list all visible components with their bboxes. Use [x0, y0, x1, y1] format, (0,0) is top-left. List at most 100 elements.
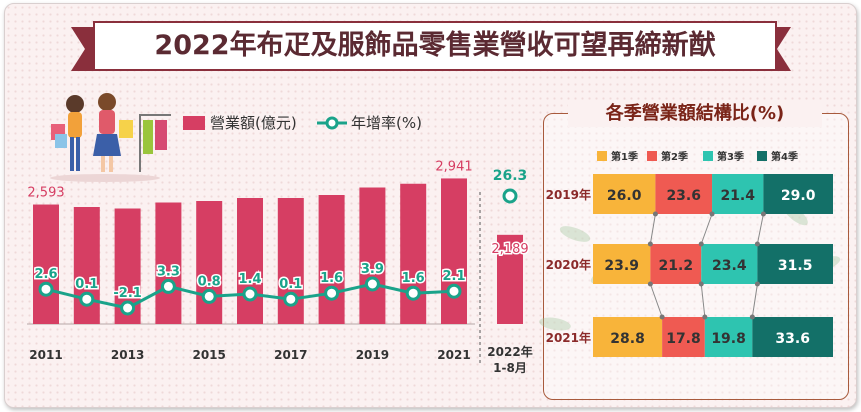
bar-value-label: 2,189 — [491, 242, 528, 257]
growth-point — [242, 286, 258, 302]
revenue-bar — [33, 204, 59, 324]
quarter-share-bar — [763, 174, 833, 214]
growth-point — [364, 276, 380, 292]
legend-bar-swatch — [183, 116, 205, 130]
revenue-bar — [196, 201, 223, 324]
quarter-share-bar — [593, 317, 663, 357]
legend-label: 第4季 — [771, 150, 799, 163]
left-legend-line: 年增率(%) — [317, 112, 422, 133]
legend-line-label: 年增率(%) — [351, 114, 422, 132]
growth-point — [502, 188, 518, 204]
connector-line — [649, 283, 663, 318]
quarter-share-label: 28.8 — [610, 331, 645, 347]
quarter-share-label: 26.0 — [607, 188, 642, 204]
legend-swatch — [597, 151, 607, 161]
growth-point — [324, 285, 340, 301]
connector-line — [756, 213, 764, 245]
revenue-bar — [318, 195, 345, 324]
connector-line — [700, 283, 706, 318]
growth-value-label: -2.1 — [113, 286, 141, 301]
quarter-share-bar — [704, 317, 753, 357]
quarter-share-bar — [593, 244, 651, 284]
row-category-label: 2020年 — [546, 257, 591, 272]
connector-dot — [754, 281, 760, 287]
leaf-shape — [539, 317, 571, 331]
quarter-share-label: 29.0 — [781, 188, 816, 204]
quarter-share-label: 31.5 — [778, 258, 813, 274]
connector-dot — [749, 314, 755, 320]
growth-point — [446, 283, 462, 299]
quarter-share-label: 17.8 — [666, 331, 701, 347]
shopping-women-illustration — [50, 93, 171, 182]
x-tick-label: 2017 — [274, 348, 307, 362]
quarter-share-label: 23.6 — [666, 188, 701, 204]
connector-dot — [652, 211, 658, 217]
x-tick-label: 2021 — [437, 348, 470, 362]
revenue-bar — [441, 178, 467, 324]
growth-value-label: 0.8 — [198, 274, 221, 289]
growth-point — [38, 281, 54, 297]
connector-dot — [709, 211, 715, 217]
legend-line-swatch — [317, 116, 347, 130]
quarter-share-bar — [752, 317, 833, 357]
quarter-share-label: 19.8 — [711, 331, 746, 347]
connector-dot — [647, 281, 653, 287]
growth-value-label: 0.1 — [279, 277, 302, 292]
legend-swatch — [757, 151, 767, 161]
quarter-share-label: 23.9 — [604, 258, 639, 274]
legend-label: 第1季 — [611, 150, 639, 163]
legend-bar-label: 營業額(億元) — [210, 114, 297, 132]
x-tick-label: 1-8月 — [493, 361, 527, 375]
quarter-structure-chart: 第1季 第2季 第3季 第4季 2019年 26.0 23.6 21.4 29.0 2020年 23… — [539, 150, 841, 357]
growth-value-label: 0.1 — [75, 277, 98, 292]
quarter-share-label: 21.4 — [720, 188, 755, 204]
revenue-bar — [237, 198, 263, 324]
growth-point — [283, 291, 299, 307]
quarter-share-bar — [662, 317, 705, 357]
quarter-share-bar — [757, 244, 833, 284]
left-legend: 營業額(億元) — [183, 112, 297, 133]
revenue-bar — [400, 183, 427, 324]
row-category-label: 2019年 — [546, 187, 591, 202]
x-tick-label: 2019 — [356, 348, 389, 362]
growth-point — [79, 291, 95, 307]
connector-dot — [647, 241, 653, 247]
legend-swatch — [703, 151, 713, 161]
revenue-bar — [497, 234, 523, 324]
connector-line — [649, 213, 656, 245]
quarter-share-bar — [650, 244, 702, 284]
growth-value-label: 3.9 — [361, 262, 384, 277]
revenue-growth-chart: 2,593 2,941 2,189 2.6 0.1 -2.1 3.3 0.8 1.4 0.1 1.6… — [27, 159, 533, 375]
connector-dot — [698, 241, 704, 247]
revenue-bar — [155, 202, 182, 324]
growth-value-label: 1.6 — [402, 271, 425, 286]
revenue-bar — [359, 187, 386, 324]
connector-dot — [754, 241, 760, 247]
x-tick-label: 2022年 — [487, 344, 532, 359]
growth-point — [405, 285, 421, 301]
growth-point — [160, 278, 176, 294]
x-tick-label: 2011 — [29, 348, 62, 362]
connector-line — [700, 213, 713, 245]
legend-swatch — [647, 151, 657, 161]
quarter-share-label: 23.4 — [712, 258, 747, 274]
quarter-share-bar — [712, 174, 764, 214]
growth-value-label: 3.3 — [157, 264, 180, 279]
x-tick-label: 2013 — [111, 348, 144, 362]
legend-label: 第3季 — [717, 150, 745, 163]
legend-label: 第2季 — [661, 150, 689, 163]
bar-value-label: 2,593 — [27, 186, 64, 201]
growth-value-label: 1.6 — [320, 271, 343, 286]
growth-value-label: 1.4 — [238, 272, 261, 287]
quarter-share-label: 33.6 — [775, 331, 810, 347]
growth-point — [201, 288, 217, 304]
quarter-share-bar — [655, 174, 713, 214]
page-title: 2022年布疋及服飾品零售業營收可望再締新猷 — [93, 21, 777, 71]
bar-value-label: 2,941 — [435, 159, 472, 174]
row-category-label: 2021年 — [546, 330, 591, 345]
connector-dot — [698, 281, 704, 287]
growth-value-label: 2.6 — [34, 267, 57, 282]
infographic-frame: 2022年布疋及服飾品零售業營收可望再締新猷 營業額(億元) 年增率(%) 2,… — [4, 3, 857, 408]
growth-value-label: 26.3 — [493, 168, 528, 184]
x-tick-label: 2015 — [192, 348, 225, 362]
